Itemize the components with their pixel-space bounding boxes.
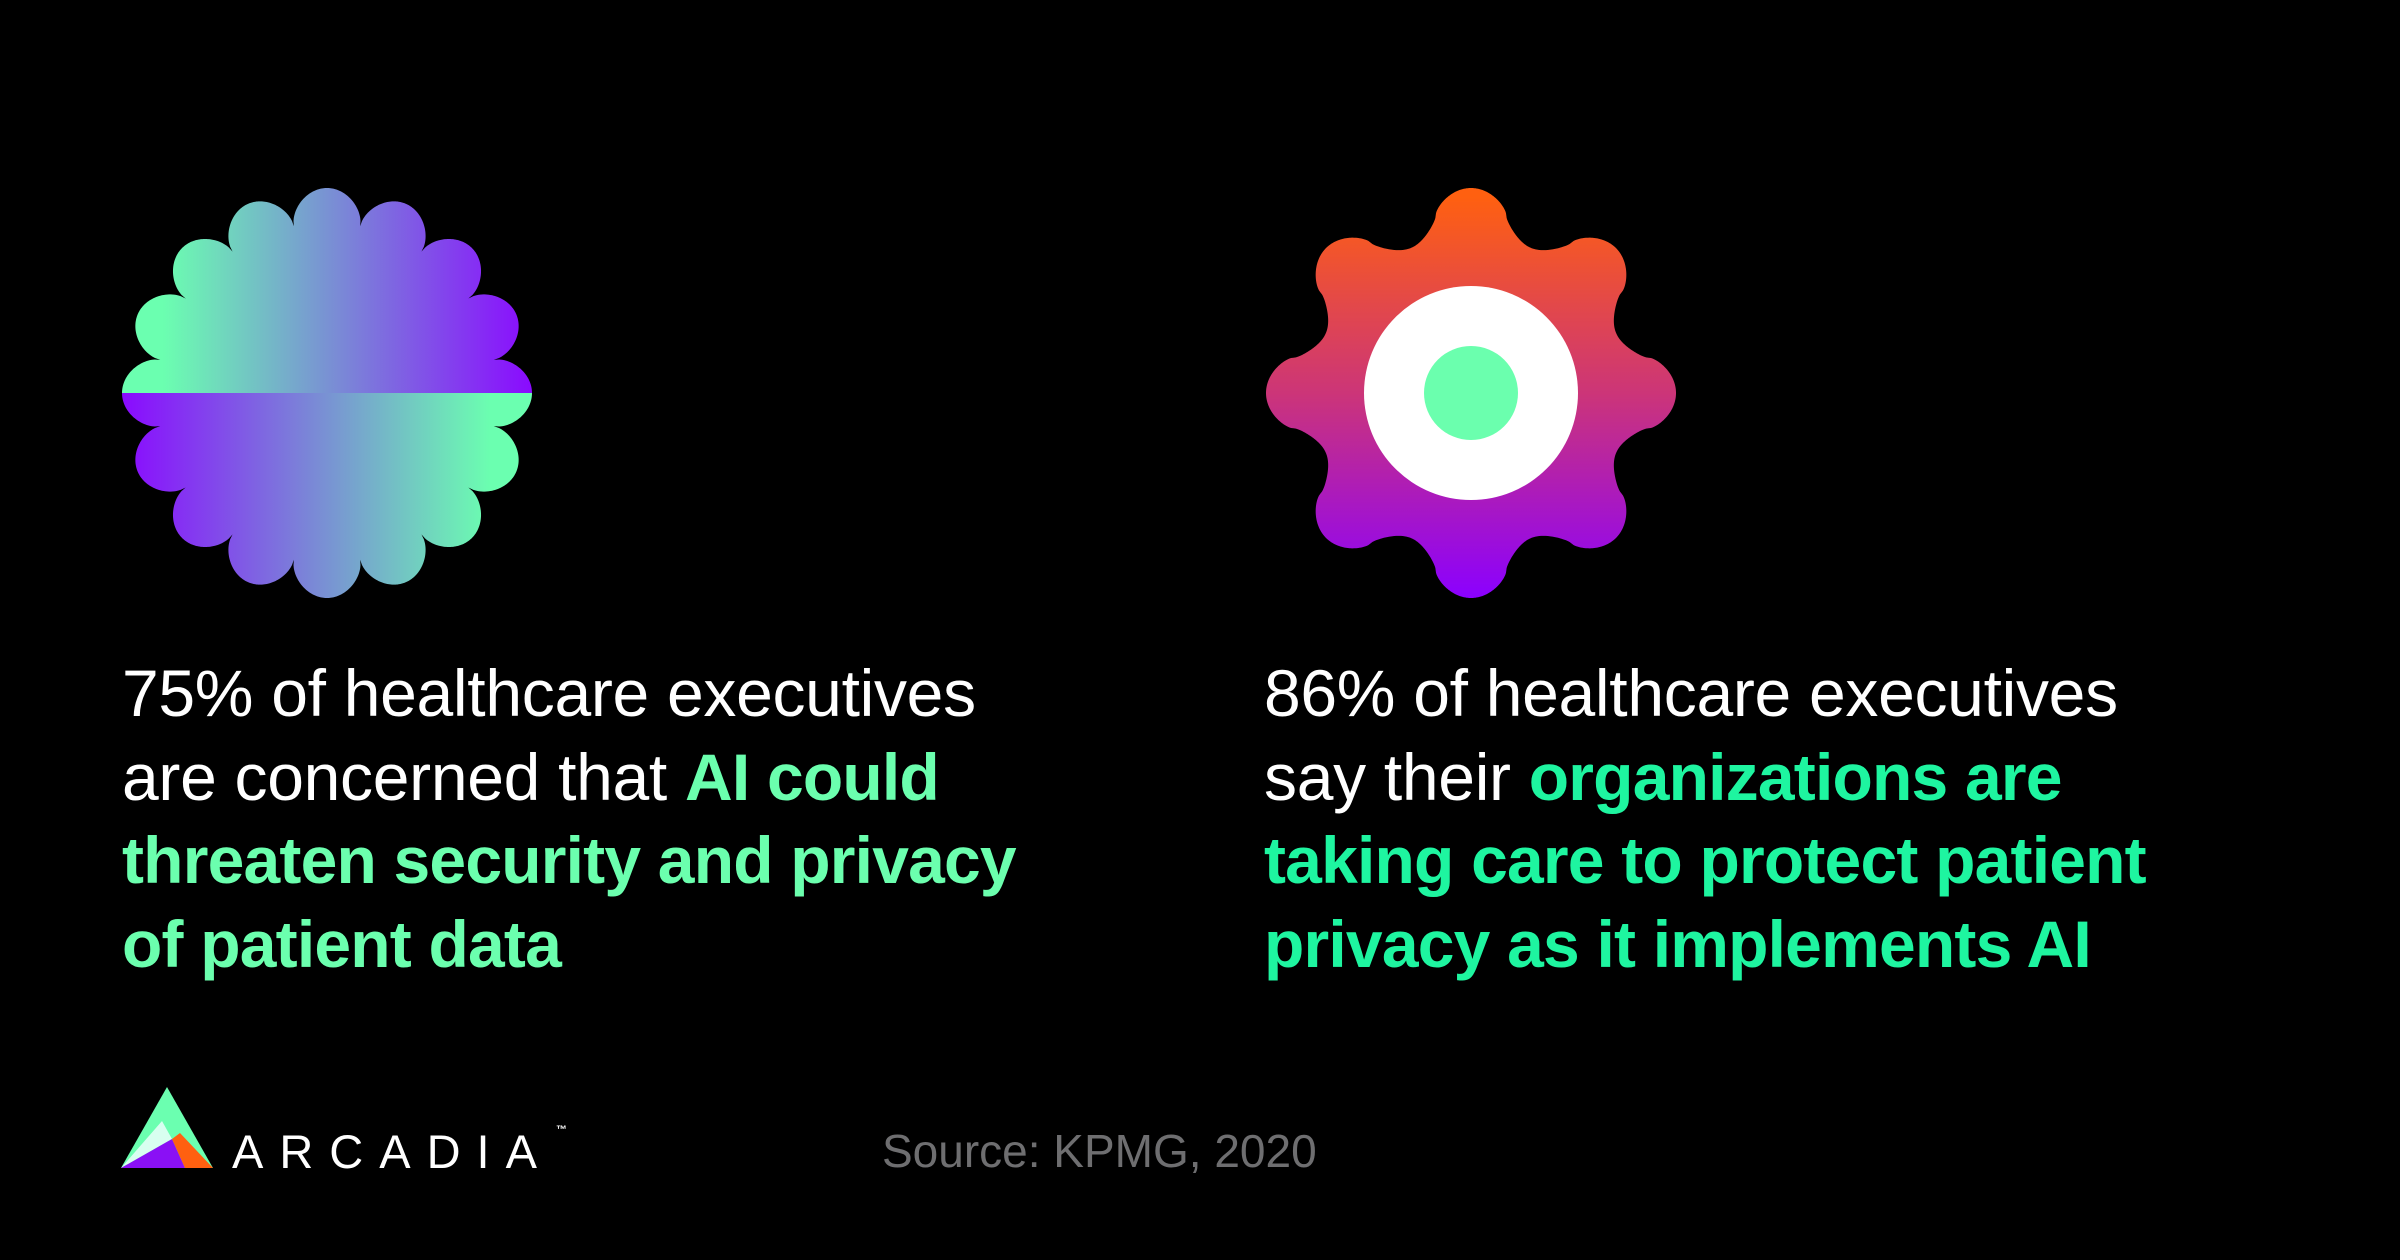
stat-line: 75% of healthcare executives <box>122 652 1016 736</box>
body-text: 86% of healthcare executives <box>1264 656 2118 730</box>
highlight-text: organizations are <box>1528 739 2063 814</box>
highlight-text: privacy as it implements AI <box>1264 906 2092 981</box>
highlight-text: threaten security and privacy <box>122 823 1017 897</box>
body-text: are concerned that <box>122 739 686 814</box>
arcadia-wordmark: ARCADIA <box>232 1125 553 1178</box>
stat-right-text: 86% of healthcare executives say their or… <box>1264 652 2147 987</box>
highlight-text: taking care to protect patient <box>1264 823 2147 897</box>
stat-line: of patient data <box>122 903 1016 987</box>
arcadia-triangle-logo-icon <box>121 1087 213 1168</box>
stat-line: privacy as it implements AI <box>1264 903 2146 987</box>
gear-icon <box>1256 178 1686 613</box>
body-text: 75% of healthcare executives <box>122 656 976 730</box>
stat-line: threaten security and privacy <box>122 819 1017 903</box>
body-text: say their <box>1264 739 1529 814</box>
stat-line: taking care to protect patient <box>1264 819 2147 903</box>
stat-line: say their organizations are <box>1264 736 2146 820</box>
flower-badge-icon <box>112 178 542 613</box>
source-citation: Source: KPMG, 2020 <box>882 1125 1317 1177</box>
stat-left-text: 75% of healthcare executives are concerne… <box>122 652 1017 987</box>
trademark-symbol: ™ <box>556 1124 567 1136</box>
highlight-text: AI could <box>685 739 940 814</box>
stat-line: are concerned that AI could <box>122 736 1016 820</box>
stat-line: 86% of healthcare executives <box>1264 652 2146 736</box>
gear-center-dot <box>1424 346 1518 440</box>
highlight-text: of patient data <box>122 906 562 981</box>
